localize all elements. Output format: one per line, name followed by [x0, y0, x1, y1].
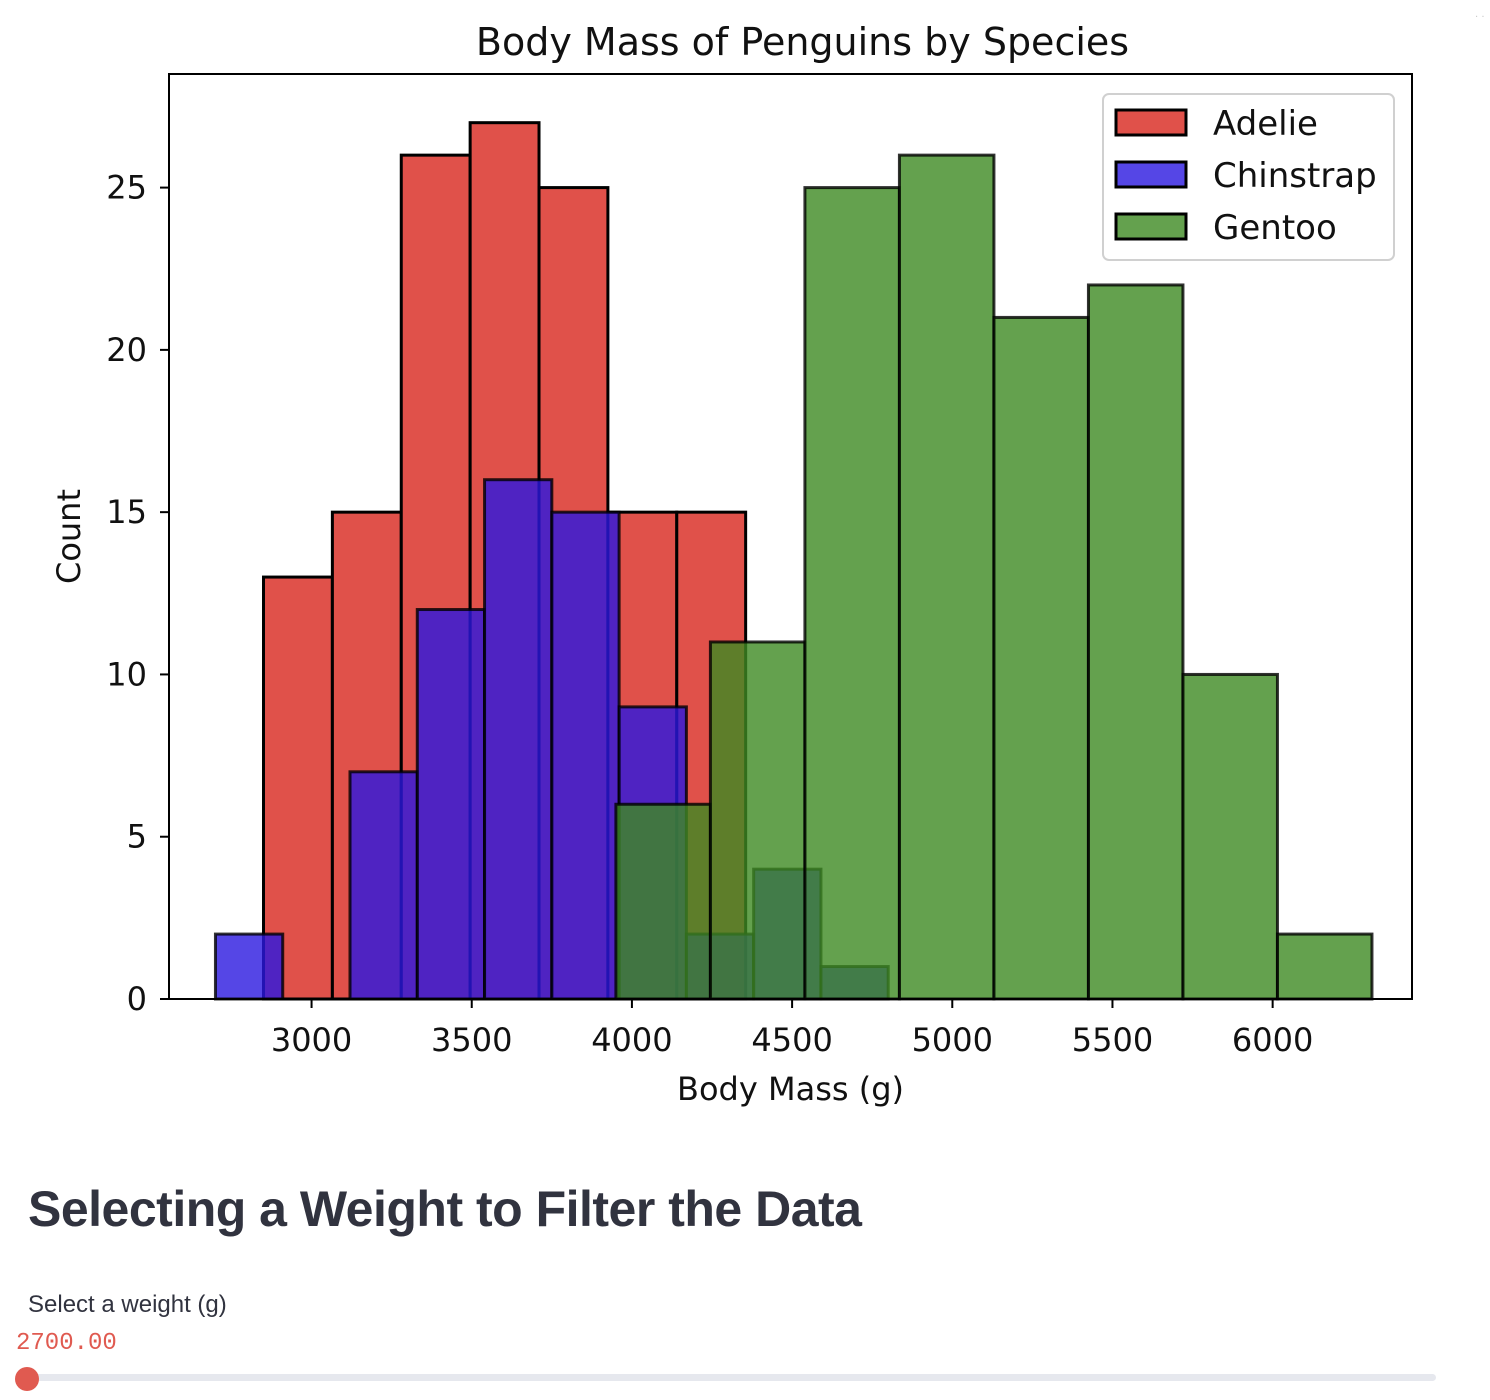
x-tick-label: 6000	[1232, 1021, 1313, 1059]
legend-label-gentoo: Gentoo	[1213, 208, 1337, 248]
x-axis-label: Body Mass (g)	[677, 1070, 904, 1108]
ellipsis-icon[interactable]: · ·	[1475, 12, 1485, 23]
y-tick-label: 10	[106, 655, 147, 693]
weight-slider-thumb[interactable]	[15, 1367, 39, 1391]
bar-chinstrap-2	[348, 770, 419, 1001]
bar-gentoo-5	[1086, 283, 1185, 1001]
x-tick-label: 3000	[271, 1021, 352, 1059]
bar-chinstrap-4	[483, 478, 554, 1001]
legend-label-adelie: Adelie	[1213, 104, 1318, 144]
x-tick-label: 5500	[1072, 1021, 1153, 1059]
weight-slider-label: Select a weight (g)	[28, 1291, 227, 1318]
y-tick-label: 20	[106, 331, 147, 369]
bar-gentoo-3	[897, 153, 996, 1001]
weight-slider-track[interactable]	[28, 1374, 1436, 1381]
bar-chinstrap-3	[415, 608, 487, 1001]
legend-swatch-chinstrap	[1114, 160, 1188, 189]
x-tick-label: 3500	[431, 1021, 512, 1059]
bar-gentoo-4	[992, 315, 1090, 1001]
bar-gentoo-1	[708, 640, 807, 1001]
histogram-chart: Body Mass of Penguins by Species 3000 3500…	[50, 20, 1413, 1108]
y-tick-label: 15	[106, 493, 147, 531]
bar-gentoo-0	[614, 802, 712, 1001]
y-tick-label: 25	[106, 169, 147, 207]
bar-chinstrap-5	[550, 510, 621, 1001]
y-axis-label: Count	[50, 489, 88, 584]
chart-title: Body Mass of Penguins by Species	[476, 20, 1129, 64]
bar-chinstrap-0	[213, 932, 285, 1001]
section-heading: Selecting a Weight to Filter the Data	[28, 1181, 862, 1237]
bar-gentoo-2	[803, 186, 901, 1001]
x-tick-label: 5000	[912, 1021, 993, 1059]
legend-swatch-adelie	[1114, 108, 1188, 137]
x-tick-label: 4000	[591, 1021, 672, 1059]
chart-svg: Body Mass of Penguins by Species 3000 3500…	[50, 20, 1413, 1108]
legend-label-chinstrap: Chinstrap	[1213, 156, 1377, 196]
y-tick-label: 0	[127, 980, 147, 1018]
bar-gentoo-6	[1181, 672, 1279, 1001]
bar-gentoo-7	[1275, 932, 1374, 1001]
x-tick-label: 4500	[751, 1021, 832, 1059]
plot-frame	[168, 73, 1413, 1000]
legend-swatch-gentoo	[1114, 212, 1188, 241]
weight-slider-value: 2700.00	[16, 1330, 117, 1357]
bar-adelie-0	[262, 575, 334, 1001]
y-tick-label: 5	[127, 818, 147, 856]
